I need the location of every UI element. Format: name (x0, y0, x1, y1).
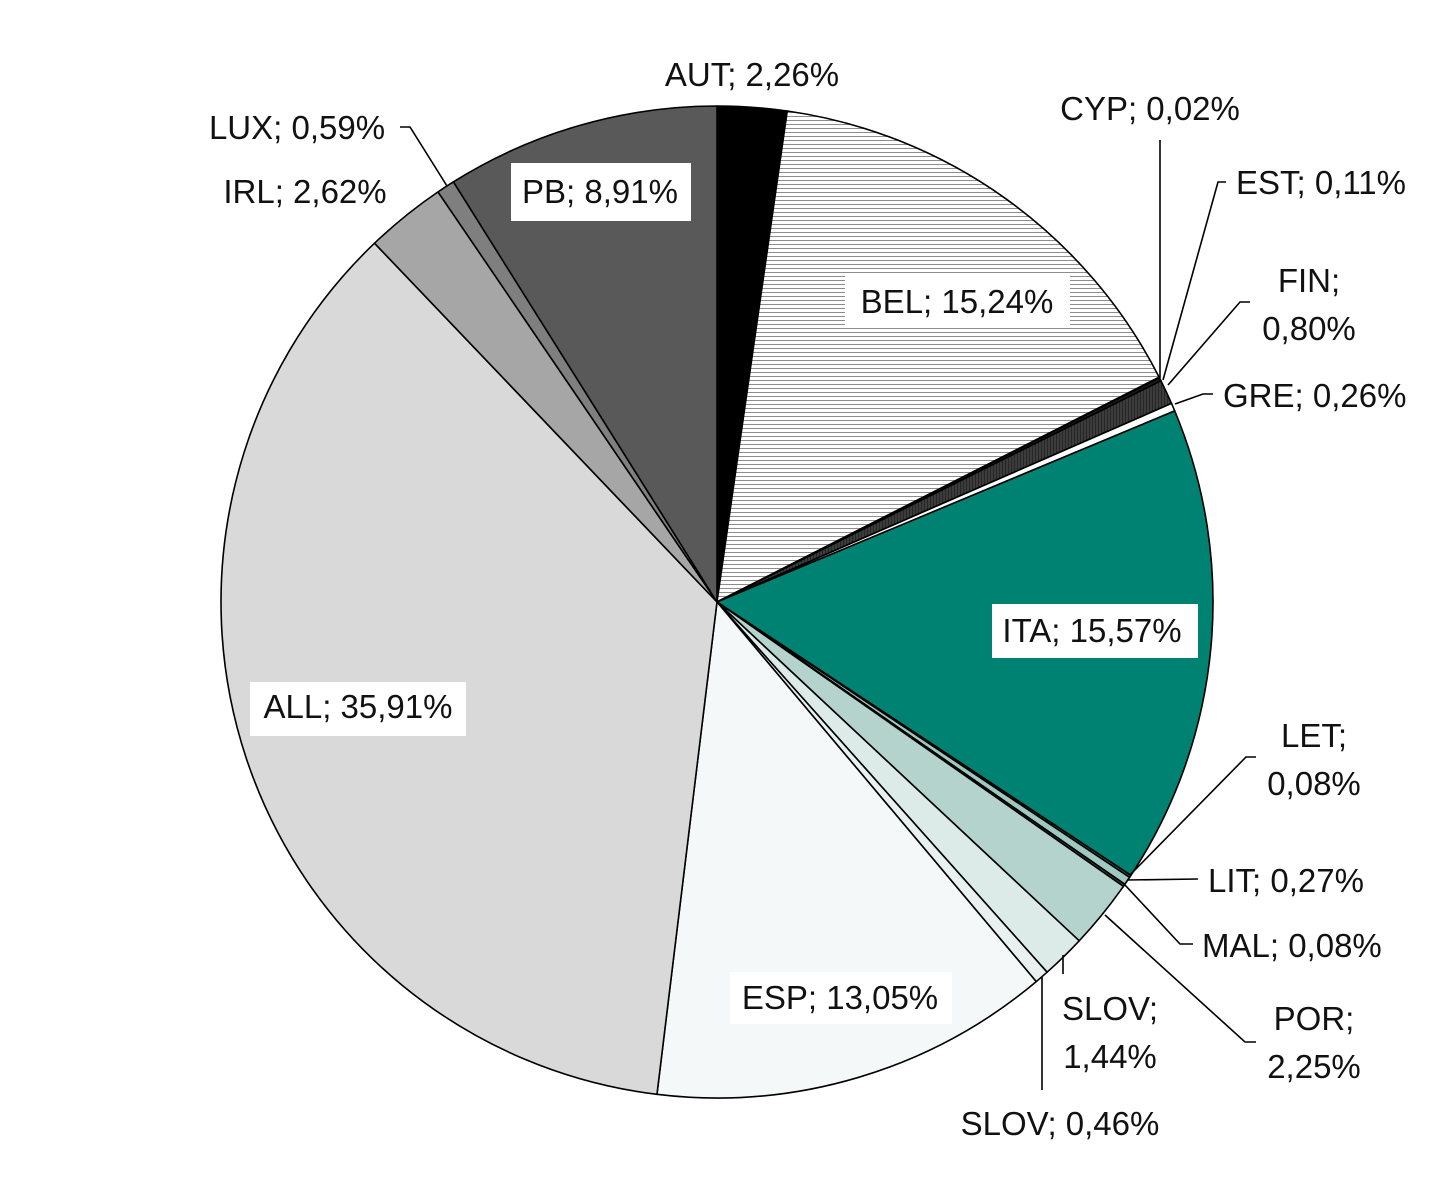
label-text: MAL; 0,08% (1202, 927, 1382, 964)
data-label-aut-0: AUT; 2,26% (665, 56, 839, 93)
label-background (992, 604, 1198, 658)
data-label-mal-9: MAL; 0,08% (1202, 927, 1382, 964)
label-text: IRL; 2,62% (223, 173, 386, 210)
label-text: ITA; 15,57% (1002, 612, 1181, 649)
label-text: SLOV; (1062, 990, 1158, 1027)
leader-line-let-7 (1129, 756, 1256, 876)
label-text: FIN; (1278, 262, 1340, 299)
leader-line-lit-8 (1126, 878, 1199, 881)
pie-slice-pb-17 (452, 105, 718, 603)
data-label-bel-1: BEL; 15,24% (845, 275, 1070, 327)
label-text: GRE; 0,26% (1223, 377, 1406, 414)
data-label-est-3: EST; 0,11% (1236, 164, 1406, 201)
leader-line-est-3 (1162, 181, 1226, 381)
label-text: 1,44% (1063, 1038, 1157, 1075)
pie-slice-all-14 (220, 242, 718, 1096)
label-background (511, 163, 691, 221)
pie-slice-bel-1 (716, 110, 1160, 603)
pie-slice-ita-6 (716, 410, 1214, 877)
data-label-let-7: LET; 0,08% (1267, 717, 1361, 802)
label-text: BEL; 15,24% (861, 283, 1054, 320)
leader-line-lux-16 (400, 126, 448, 187)
label-background (730, 972, 952, 1024)
label-background (845, 275, 1070, 327)
label-text: LET; (1281, 717, 1347, 754)
slice-labels: AUT; 2,26% BEL; 15,24% CYP; 0,02% EST; 0,11… (209, 56, 1406, 1142)
data-label-esp-13: ESP; 13,05% (730, 972, 952, 1024)
label-text: LUX; 0,59% (209, 109, 385, 146)
label-background (250, 682, 466, 736)
leader-line-gre-5 (1174, 393, 1213, 405)
label-text: SLOV; 0,46% (961, 1105, 1160, 1142)
leader-line-por-10 (1104, 914, 1256, 1043)
label-text: ESP; 13,05% (742, 979, 938, 1016)
label-text: EST; 0,11% (1236, 164, 1406, 201)
label-text: CYP; 0,02% (1060, 90, 1240, 127)
label-text: 0,80% (1262, 310, 1356, 347)
label-text: LIT; 0,27% (1208, 862, 1364, 899)
data-label-ita-6: ITA; 15,57% (992, 604, 1198, 658)
leader-line-fin-4 (1167, 301, 1250, 386)
label-text: 0,08% (1267, 765, 1361, 802)
label-text: PB; 8,91% (522, 173, 678, 210)
pie-slices (220, 105, 1214, 1099)
data-label-lit-8: LIT; 0,27% (1208, 862, 1364, 899)
data-label-slov-11: SLOV; 1,44% (1062, 990, 1158, 1075)
data-label-pb-17: PB; 8,91% (511, 163, 691, 221)
data-label-slov-12: SLOV; 0,46% (961, 1105, 1160, 1142)
data-label-all-14: ALL; 35,91% (250, 682, 466, 736)
label-text: AUT; 2,26% (665, 56, 839, 93)
data-label-lux-16: LUX; 0,59% (209, 109, 385, 146)
label-text: 2,25% (1267, 1048, 1361, 1085)
label-text: ALL; 35,91% (264, 688, 453, 725)
leader-lines (400, 126, 1256, 1090)
data-label-fin-4: FIN; 0,80% (1262, 262, 1356, 347)
label-text: POR; (1274, 1000, 1355, 1037)
data-label-gre-5: GRE; 0,26% (1223, 377, 1406, 414)
data-label-por-10: POR; 2,25% (1267, 1000, 1361, 1085)
data-label-irl-15: IRL; 2,62% (223, 173, 386, 210)
leader-line-mal-9 (1124, 884, 1193, 945)
data-label-cyp-2: CYP; 0,02% (1060, 90, 1240, 127)
